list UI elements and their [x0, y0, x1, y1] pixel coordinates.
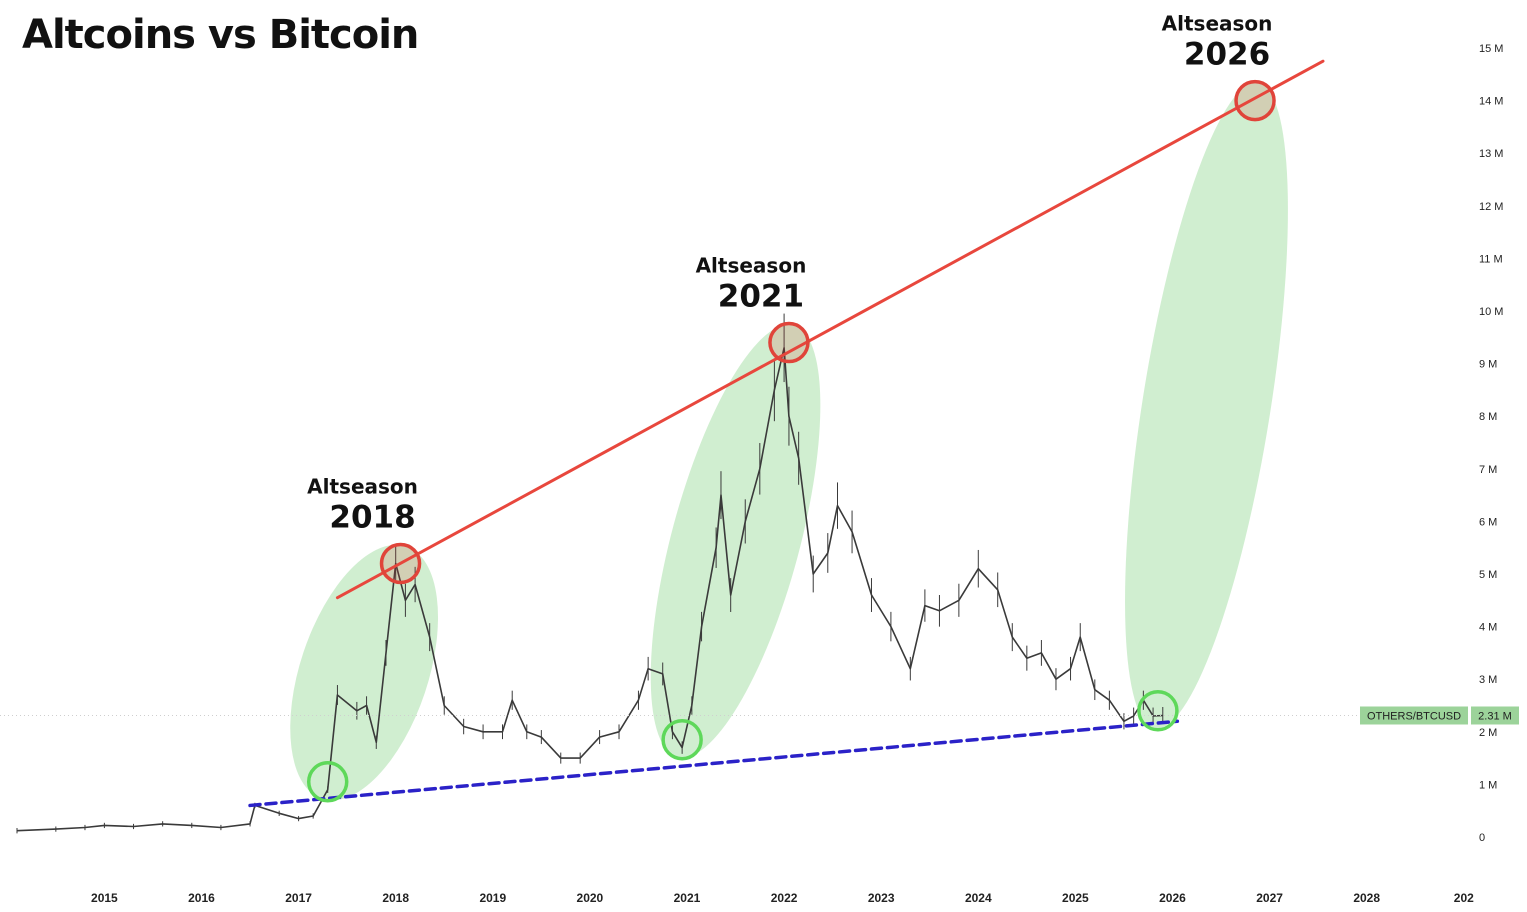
- x-tick-label: 2018: [382, 891, 409, 905]
- y-tick-label: 0: [1479, 832, 1485, 844]
- x-tick-label: 2022: [771, 891, 798, 905]
- low-circle-2: [661, 718, 703, 761]
- symbol-tag-bg: [1360, 706, 1468, 725]
- low-circle-3: [1137, 690, 1179, 732]
- altseason-zone-2018: [290, 544, 439, 801]
- price-line: [16, 347, 1163, 832]
- y-tick-label: 9 M: [1479, 359, 1497, 371]
- resistance-trendline: [335, 59, 1325, 600]
- low-circle-1: [306, 761, 349, 803]
- y-tick-label: 7 M: [1479, 464, 1497, 476]
- x-tick-label: 2027: [1256, 891, 1283, 905]
- y-tick-label: 13 M: [1479, 148, 1503, 160]
- annotation-label: Altseason: [1162, 12, 1273, 36]
- x-tick-label: 2015: [91, 891, 118, 905]
- x-tick-label: 2020: [577, 891, 604, 905]
- y-tick-label: 5 M: [1479, 569, 1497, 581]
- y-tick-label: 12 M: [1479, 201, 1503, 213]
- altseason-zone-2021: [650, 324, 821, 758]
- y-tick-label: 8 M: [1479, 411, 1497, 423]
- annotation-label: Altseason: [696, 254, 807, 278]
- y-tick-label: 14 M: [1479, 96, 1503, 108]
- annotation-label: Altseason: [307, 474, 418, 498]
- y-tick-label: 2 M: [1479, 727, 1497, 739]
- altseason-zone-2026: [1125, 82, 1288, 729]
- x-tick-label: 2017: [285, 891, 312, 905]
- price-tag-value: 2.31 M: [1478, 710, 1512, 722]
- y-tick-label: 1 M: [1479, 779, 1497, 791]
- annotation-year: 2021: [718, 279, 804, 315]
- x-tick-label: 2023: [868, 891, 895, 905]
- x-tick-label: 2028: [1353, 891, 1380, 905]
- annotation-year: 2026: [1184, 37, 1270, 73]
- chart-title: Altcoins vs Bitcoin: [22, 12, 419, 58]
- x-tick-label: 2026: [1159, 891, 1186, 905]
- y-tick-label: 11 M: [1479, 253, 1503, 265]
- support-trendline: [248, 719, 1180, 808]
- x-tick-label: 2019: [479, 891, 506, 905]
- symbol-tag-label: OTHERS/BTCUSD: [1367, 710, 1461, 722]
- peak-circle-2021: [768, 321, 810, 364]
- y-tick-label: 4 M: [1479, 622, 1497, 634]
- y-tick-label: 15 M: [1479, 43, 1503, 55]
- y-tick-label: 3 M: [1479, 674, 1497, 686]
- x-tick-label: 202: [1454, 891, 1474, 905]
- peak-circle-2026: [1234, 79, 1276, 122]
- x-tick-label: 2025: [1062, 891, 1089, 905]
- y-tick-label: 6 M: [1479, 516, 1497, 528]
- x-tick-label: 2024: [965, 891, 992, 905]
- peak-circle-2018: [379, 542, 422, 585]
- price-tag-bg: [1471, 706, 1519, 725]
- x-tick-label: 2021: [674, 891, 701, 905]
- y-tick-label: 10 M: [1479, 306, 1503, 318]
- annotation-year: 2018: [329, 499, 415, 535]
- x-tick-label: 2016: [188, 891, 215, 905]
